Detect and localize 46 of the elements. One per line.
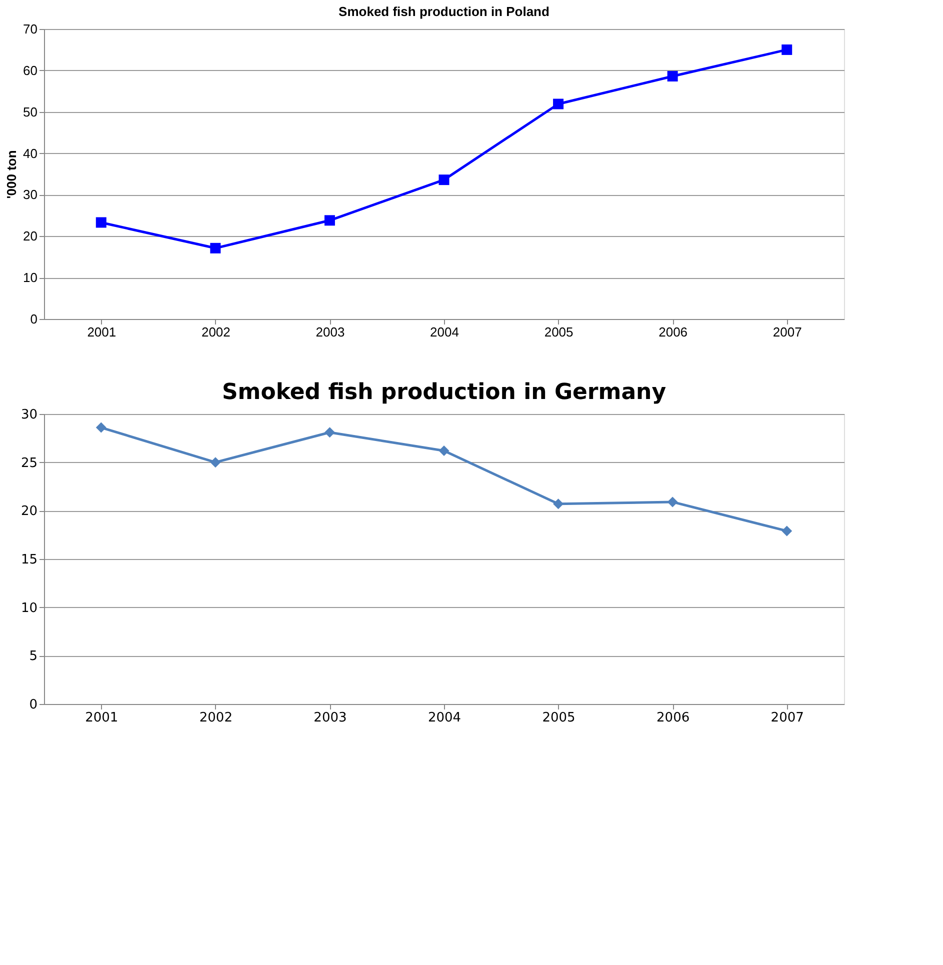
point — [782, 44, 792, 55]
point — [324, 427, 335, 438]
point — [667, 70, 678, 82]
point — [667, 496, 678, 508]
x-tick-label: 2005 — [544, 324, 574, 340]
x-tick-label: 2007 — [770, 710, 804, 726]
x-tick-label: 2001 — [85, 710, 118, 726]
point — [438, 174, 450, 186]
point — [782, 526, 792, 536]
y-tick-label: 20 — [20, 504, 38, 520]
y-tick-label: 60 — [23, 62, 38, 78]
x-tick-label: 2001 — [87, 324, 116, 340]
point — [210, 457, 221, 468]
y-tick-label: 50 — [23, 104, 38, 120]
chart-title: Smoked fish production in Germany — [222, 380, 666, 405]
y-axis-title: '000 ton — [4, 150, 20, 199]
y-tick-label: 25 — [20, 456, 38, 471]
point — [553, 498, 564, 510]
y-tick-label: 70 — [23, 22, 38, 36]
point — [324, 215, 335, 226]
y-tick-label: 0 — [30, 312, 38, 326]
y-tick-label: 5 — [29, 649, 38, 664]
x-tick-label: 2006 — [658, 324, 688, 340]
y-tick-label: 30 — [20, 408, 38, 422]
y-tick-label: 30 — [23, 187, 38, 202]
chart-title: Smoked fish production in Poland — [338, 4, 550, 19]
point — [96, 217, 106, 228]
y-tick-label: 0 — [29, 698, 38, 712]
point — [438, 445, 450, 456]
x-tick-label: 2003 — [316, 324, 345, 340]
point — [96, 422, 106, 433]
y-tick-label: 15 — [20, 552, 38, 568]
x-tick-label: 2002 — [201, 324, 230, 340]
y-tick-label: 20 — [23, 228, 38, 244]
x-tick-label: 2004 — [430, 324, 459, 340]
x-tick-label: 2004 — [428, 710, 462, 726]
x-tick-label: 2003 — [314, 710, 347, 726]
y-tick-label: 10 — [23, 270, 38, 286]
x-tick-label: 2007 — [772, 324, 802, 340]
x-tick-label: 2006 — [656, 710, 690, 726]
x-tick-label: 2005 — [542, 710, 576, 726]
y-tick-label: 10 — [20, 600, 38, 616]
point — [210, 242, 221, 254]
point — [553, 98, 564, 110]
y-tick-label: 40 — [23, 146, 38, 161]
x-tick-label: 2002 — [199, 710, 232, 726]
